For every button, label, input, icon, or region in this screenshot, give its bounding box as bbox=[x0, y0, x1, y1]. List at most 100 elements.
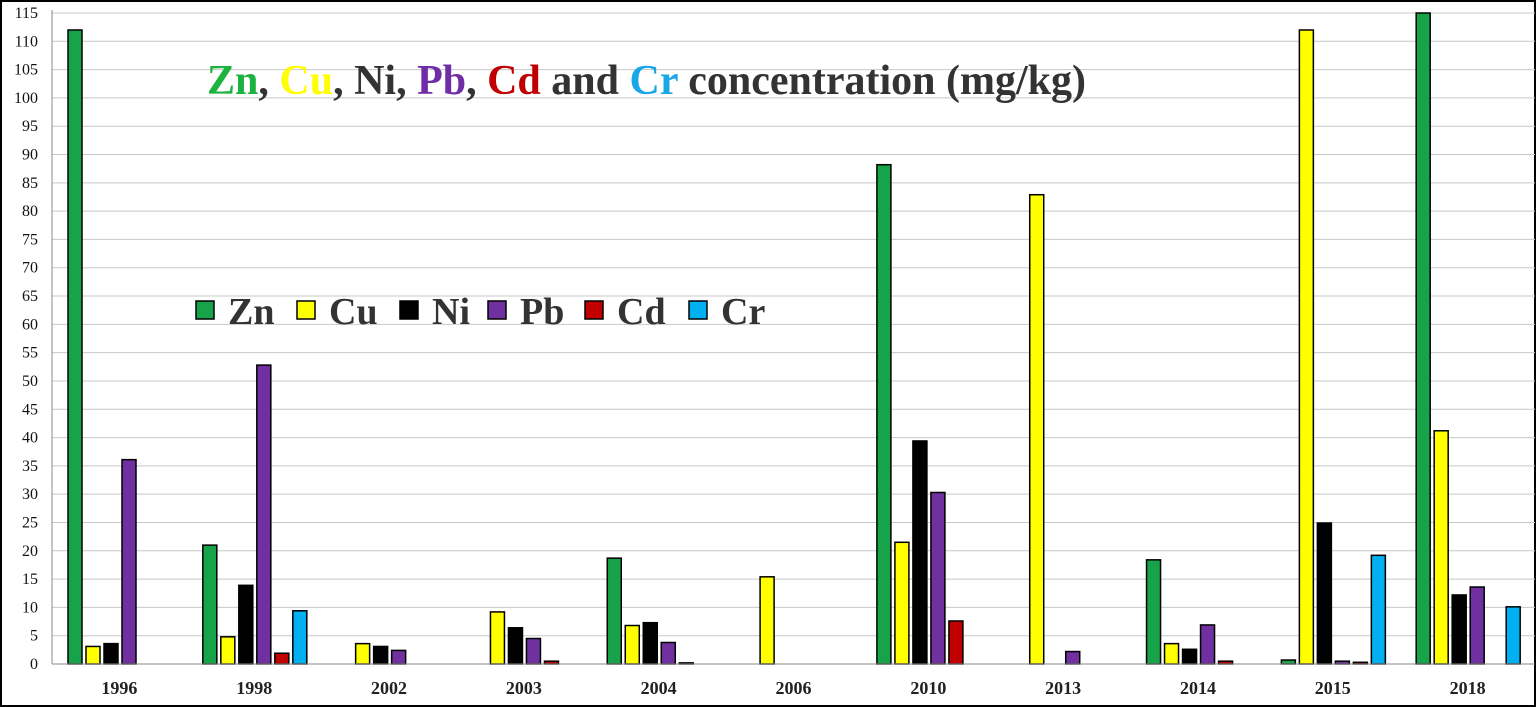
bar-cr-1998 bbox=[292, 610, 308, 665]
bar-zn-2018 bbox=[1415, 12, 1431, 665]
bar-cu-2014 bbox=[1163, 642, 1180, 665]
y-tick-label: 35 bbox=[22, 458, 38, 475]
bar-cu-1996 bbox=[85, 645, 101, 665]
y-tick-label: 85 bbox=[22, 175, 38, 192]
legend-label-pb: Pb bbox=[520, 291, 564, 333]
bar-zn-2015 bbox=[1280, 659, 1297, 665]
legend-label-ni: Ni bbox=[432, 291, 470, 333]
title-part: Cu bbox=[279, 58, 333, 104]
y-tick-label: 15 bbox=[22, 571, 38, 588]
bar-pb-2004 bbox=[660, 641, 677, 665]
bar-pb-2010 bbox=[930, 491, 946, 665]
legend: Zn Cu Ni Pb Cd Cr bbox=[195, 291, 765, 333]
title-part: Pb bbox=[417, 58, 466, 104]
bar-pb-1996 bbox=[121, 458, 137, 665]
y-tick-label: 90 bbox=[22, 147, 38, 164]
legend-label-cr: Cr bbox=[721, 291, 765, 333]
bar-cu-2018 bbox=[1433, 430, 1449, 665]
bar-zn-1998 bbox=[202, 544, 218, 665]
legend-swatch-zn bbox=[195, 300, 215, 320]
x-tick-label: 2015 bbox=[1315, 678, 1351, 698]
bar-cu-2013 bbox=[1028, 193, 1045, 665]
bar-cu-2004 bbox=[624, 624, 641, 665]
bar-zn-2010 bbox=[876, 163, 892, 665]
legend-label-cu: Cu bbox=[329, 291, 378, 333]
title-part: Zn bbox=[207, 58, 258, 104]
title-part: , bbox=[333, 58, 354, 104]
title-part: Cr bbox=[630, 58, 678, 104]
x-tick-label: 2018 bbox=[1450, 678, 1486, 698]
legend-swatch-cd bbox=[584, 300, 604, 320]
title-part: , bbox=[258, 58, 279, 104]
bar-pb-2013 bbox=[1064, 650, 1081, 665]
bar-cu-2010 bbox=[894, 541, 910, 665]
y-tick-label: 50 bbox=[22, 373, 38, 390]
bar-cd-1998 bbox=[274, 652, 290, 665]
title-part: , bbox=[466, 58, 487, 104]
x-tick-label: 1996 bbox=[101, 678, 137, 698]
y-tick-label: 105 bbox=[14, 62, 38, 79]
bar-zn-2004 bbox=[606, 557, 623, 665]
bar-cu-2003 bbox=[489, 611, 506, 665]
y-tick-label: 10 bbox=[22, 599, 38, 616]
y-tick-label: 25 bbox=[22, 514, 38, 531]
legend-swatch-pb bbox=[487, 300, 507, 320]
bar-ni-2004 bbox=[642, 621, 659, 665]
bar-cd-2010 bbox=[948, 620, 964, 665]
x-axis-ticks: 1996 1998 2002 2003 2004 2006 2010 2013 2014 2015… bbox=[101, 678, 1485, 698]
bar-pb-2018 bbox=[1469, 586, 1485, 665]
bar-zn-2014 bbox=[1145, 559, 1162, 665]
legend-label-cd: Cd bbox=[617, 291, 666, 333]
y-tick-label: 45 bbox=[22, 401, 38, 418]
y-tick-label: 0 bbox=[30, 656, 38, 673]
y-tick-label: 5 bbox=[30, 628, 38, 645]
x-tick-label: 2006 bbox=[776, 678, 812, 698]
y-tick-label: 60 bbox=[22, 316, 38, 333]
bar-pb-2014 bbox=[1199, 624, 1216, 665]
bar-cu-1998 bbox=[220, 636, 236, 665]
bar-ni-1996 bbox=[103, 642, 119, 665]
title-part: concentration (mg/kg) bbox=[678, 58, 1086, 104]
bar-cu-2006 bbox=[759, 576, 775, 665]
x-tick-label: 1998 bbox=[236, 678, 272, 698]
legend-swatch-ni bbox=[399, 300, 419, 320]
bar-cr-2015 bbox=[1370, 554, 1387, 665]
y-tick-label: 75 bbox=[22, 231, 38, 248]
bar-cu-2002 bbox=[354, 642, 371, 665]
y-tick-label: 100 bbox=[14, 90, 38, 107]
legend-swatch-cu bbox=[296, 300, 316, 320]
y-tick-label: 40 bbox=[22, 430, 38, 447]
title-part: and bbox=[541, 58, 630, 104]
bar-ni-2018 bbox=[1451, 594, 1467, 665]
bar-cu-2015 bbox=[1298, 29, 1315, 665]
y-tick-label: 110 bbox=[15, 33, 38, 50]
legend-swatch-cr bbox=[688, 300, 708, 320]
x-tick-label: 2004 bbox=[641, 678, 677, 698]
bar-ni-2015 bbox=[1316, 522, 1333, 665]
title-part: Ni bbox=[354, 58, 396, 104]
y-tick-label: 95 bbox=[22, 118, 38, 135]
y-tick-label: 55 bbox=[22, 345, 38, 362]
bar-ni-2014 bbox=[1181, 648, 1198, 665]
bar-cr-2018 bbox=[1505, 606, 1521, 665]
bar-zn-1996 bbox=[67, 29, 83, 665]
y-tick-label: 80 bbox=[22, 203, 38, 220]
bar-pb-2003 bbox=[525, 637, 542, 665]
bar-ni-2003 bbox=[507, 627, 524, 665]
bar-ni-2010 bbox=[912, 440, 928, 665]
bar-ni-1998 bbox=[238, 584, 254, 665]
bar-pb-1998 bbox=[256, 364, 272, 665]
x-tick-label: 2003 bbox=[506, 678, 542, 698]
bar-ni-2002 bbox=[372, 645, 389, 665]
x-tick-label: 2002 bbox=[371, 678, 407, 698]
bar-pb-2002 bbox=[390, 649, 407, 665]
x-tick-label: 2010 bbox=[910, 678, 946, 698]
chart-title: Zn, Cu, Ni, Pb, Cd and Cr concentration … bbox=[207, 58, 1086, 104]
legend-label-zn: Zn bbox=[228, 291, 274, 333]
title-part: Cd bbox=[487, 58, 541, 104]
y-tick-label: 20 bbox=[22, 543, 38, 560]
y-tick-label: 70 bbox=[22, 260, 38, 277]
y-axis-ticks: 0 5 10 15 20 25 30 35 40 45 50 55 60 65 70 75 80 85 90 95 10… bbox=[14, 5, 38, 673]
